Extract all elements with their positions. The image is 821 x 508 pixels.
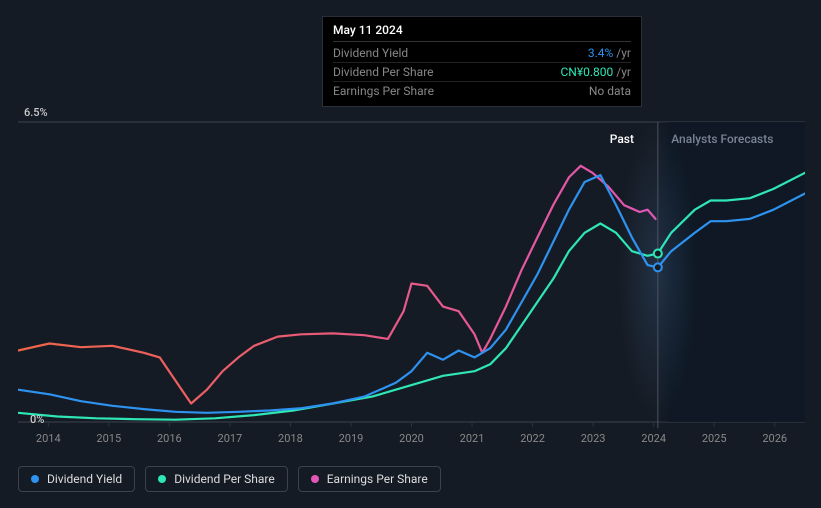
- chart-legend: Dividend Yield Dividend Per Share Earnings…: [18, 466, 441, 492]
- chart-svg: [18, 108, 805, 444]
- tooltip-row-value: CN¥0.800/yr: [560, 65, 631, 79]
- x-axis-label: 2019: [339, 432, 364, 445]
- x-axis-label: 2021: [460, 432, 485, 445]
- legend-item[interactable]: Earnings Per Share: [298, 466, 441, 492]
- x-axis-label: 2015: [96, 432, 121, 445]
- legend-dot-icon: [31, 475, 39, 483]
- x-axis-labels: 2014 2015 2016 2017 2018 2019 2020 2021 2022 2023…: [18, 432, 805, 448]
- tooltip-row-label: Dividend Yield: [333, 46, 408, 60]
- tooltip-row: Dividend Per Share CN¥0.800/yr: [333, 63, 631, 82]
- tooltip-row: Earnings Per Share No data: [333, 82, 631, 100]
- legend-label: Dividend Yield: [47, 472, 122, 486]
- legend-label: Earnings Per Share: [327, 472, 428, 486]
- chart-area[interactable]: 6.5% 0% Past Analysts Forecasts: [18, 108, 805, 444]
- x-axis-label: 2018: [278, 432, 303, 445]
- x-axis-label: 2016: [157, 432, 182, 445]
- legend-label: Dividend Per Share: [174, 472, 275, 486]
- x-axis-label: 2022: [520, 432, 545, 445]
- region-label-past: Past: [610, 132, 634, 146]
- y-axis-max: 6.5%: [24, 106, 48, 119]
- x-axis-label: 2020: [399, 432, 424, 445]
- x-axis-label: 2017: [218, 432, 243, 445]
- legend-item[interactable]: Dividend Yield: [18, 466, 135, 492]
- tooltip-row: Dividend Yield 3.4%/yr: [333, 44, 631, 63]
- tooltip-row-value: 3.4%/yr: [588, 46, 631, 60]
- x-axis-label: 2025: [702, 432, 727, 445]
- x-axis-label: 2026: [762, 432, 787, 445]
- tooltip-row-label: Dividend Per Share: [333, 65, 434, 79]
- legend-item[interactable]: Dividend Per Share: [145, 466, 288, 492]
- tooltip-row-label: Earnings Per Share: [333, 84, 434, 98]
- tooltip-date: May 11 2024: [333, 23, 631, 42]
- legend-dot-icon: [311, 475, 319, 483]
- y-axis-min: 0%: [30, 413, 44, 426]
- legend-dot-icon: [158, 475, 166, 483]
- x-axis-label: 2023: [581, 432, 606, 445]
- x-axis-label: 2024: [641, 432, 666, 445]
- tooltip-row-value: No data: [589, 84, 631, 98]
- chart-tooltip: May 11 2024 Dividend Yield3.4%/yrDividen…: [322, 16, 642, 107]
- region-label-forecast: Analysts Forecasts: [671, 132, 773, 146]
- x-axis-label: 2014: [36, 432, 61, 445]
